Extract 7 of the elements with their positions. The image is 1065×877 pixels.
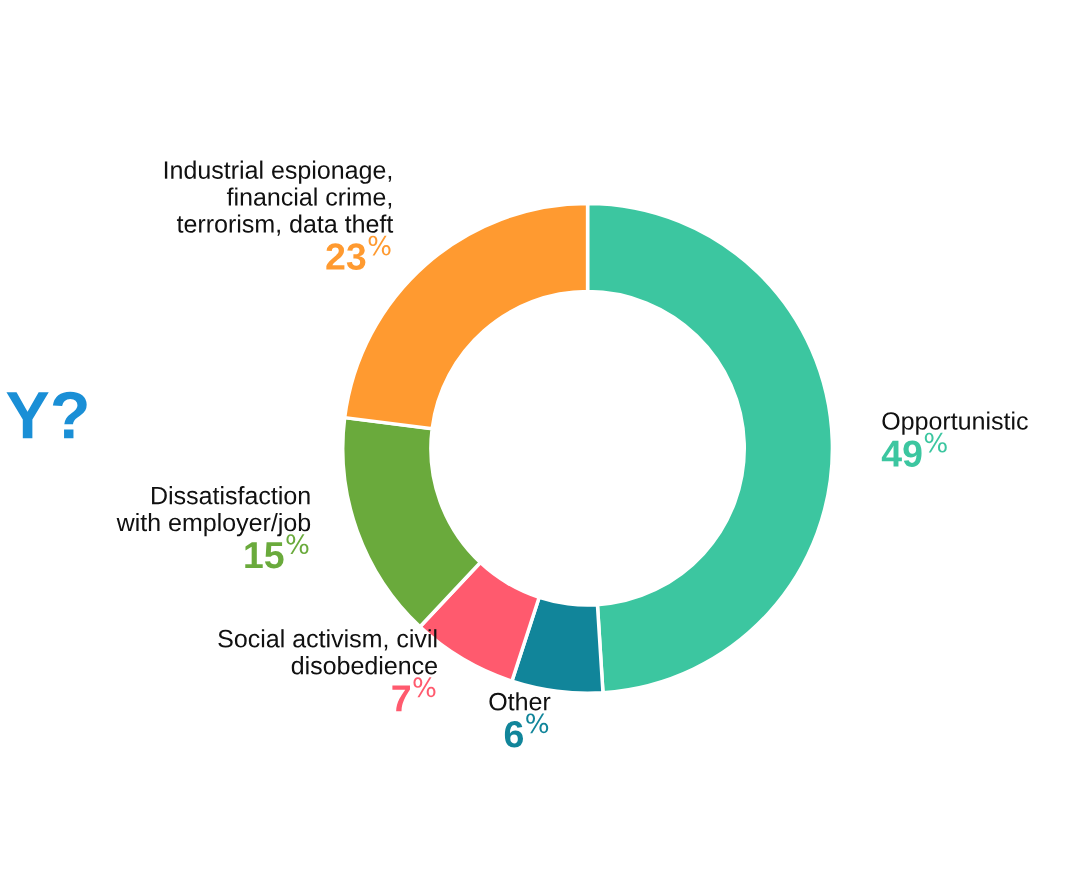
slice-label: Other — [489, 692, 551, 711]
text: Y? — [6, 391, 87, 439]
data-label: 7$^{%}$ — [392, 677, 436, 712]
data-label: 6$^{%}$ — [504, 713, 549, 748]
data-label: 23$^{%}$ — [326, 235, 391, 270]
slice-label: Industrial espionage, financial crime, terrorism, data theft — [164, 160, 394, 236]
slice-label: Social activism, civil disobedience — [218, 629, 437, 675]
